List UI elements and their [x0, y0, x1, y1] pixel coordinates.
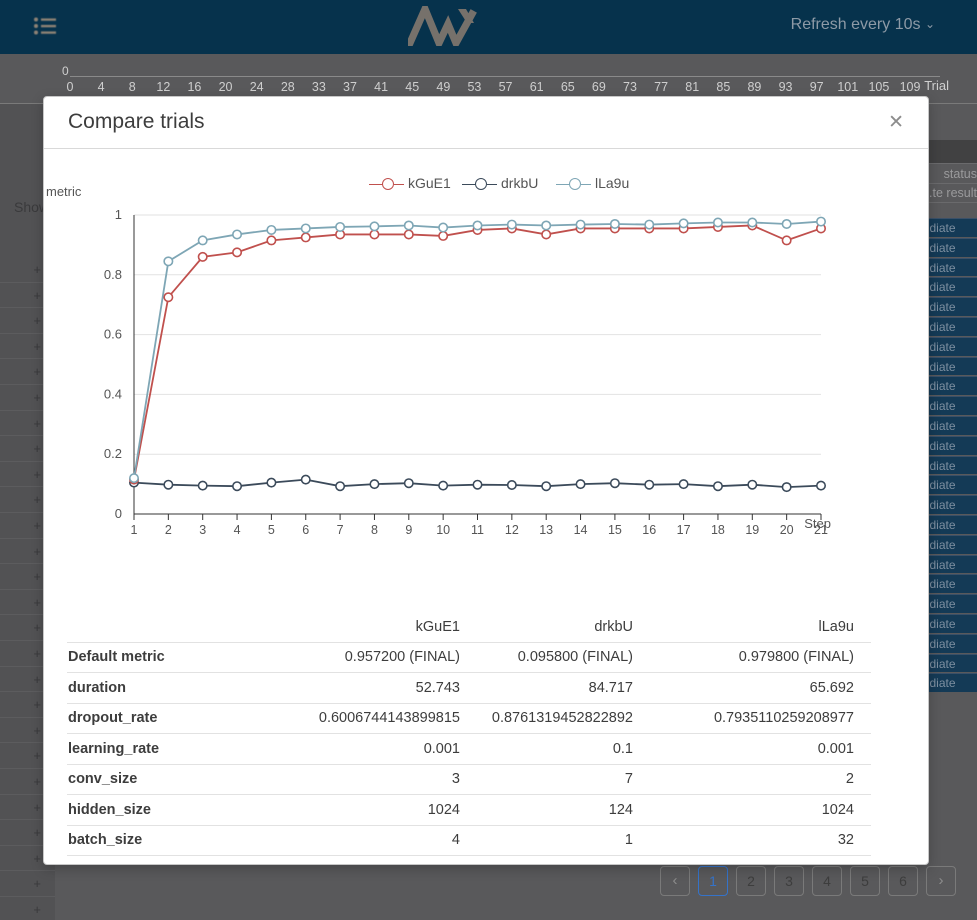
svg-text:3: 3 [199, 523, 206, 537]
svg-text:4: 4 [234, 523, 241, 537]
svg-text:8: 8 [371, 523, 378, 537]
svg-text:0.6: 0.6 [104, 327, 122, 342]
svg-text:18: 18 [711, 523, 725, 537]
svg-text:11: 11 [471, 523, 484, 537]
svg-text:0.4: 0.4 [104, 386, 122, 401]
svg-text:0: 0 [115, 506, 122, 521]
svg-text:20: 20 [780, 523, 794, 537]
svg-text:metric: metric [46, 184, 82, 199]
svg-text:1: 1 [115, 207, 122, 222]
svg-text:2: 2 [165, 523, 172, 537]
svg-text:17: 17 [677, 523, 691, 537]
svg-text:13: 13 [539, 523, 553, 537]
svg-text:10: 10 [436, 523, 450, 537]
svg-text:12: 12 [505, 523, 519, 537]
svg-text:19: 19 [745, 523, 759, 537]
svg-text:7: 7 [337, 523, 344, 537]
svg-text:16: 16 [642, 523, 656, 537]
svg-text:5: 5 [268, 523, 275, 537]
svg-text:6: 6 [302, 523, 309, 537]
svg-text:9: 9 [405, 523, 412, 537]
svg-text:0.2: 0.2 [104, 446, 122, 461]
svg-text:1: 1 [131, 523, 138, 537]
svg-text:0.8: 0.8 [104, 267, 122, 282]
svg-text:14: 14 [574, 523, 588, 537]
svg-text:15: 15 [608, 523, 622, 537]
svg-text:Step: Step [804, 516, 831, 531]
